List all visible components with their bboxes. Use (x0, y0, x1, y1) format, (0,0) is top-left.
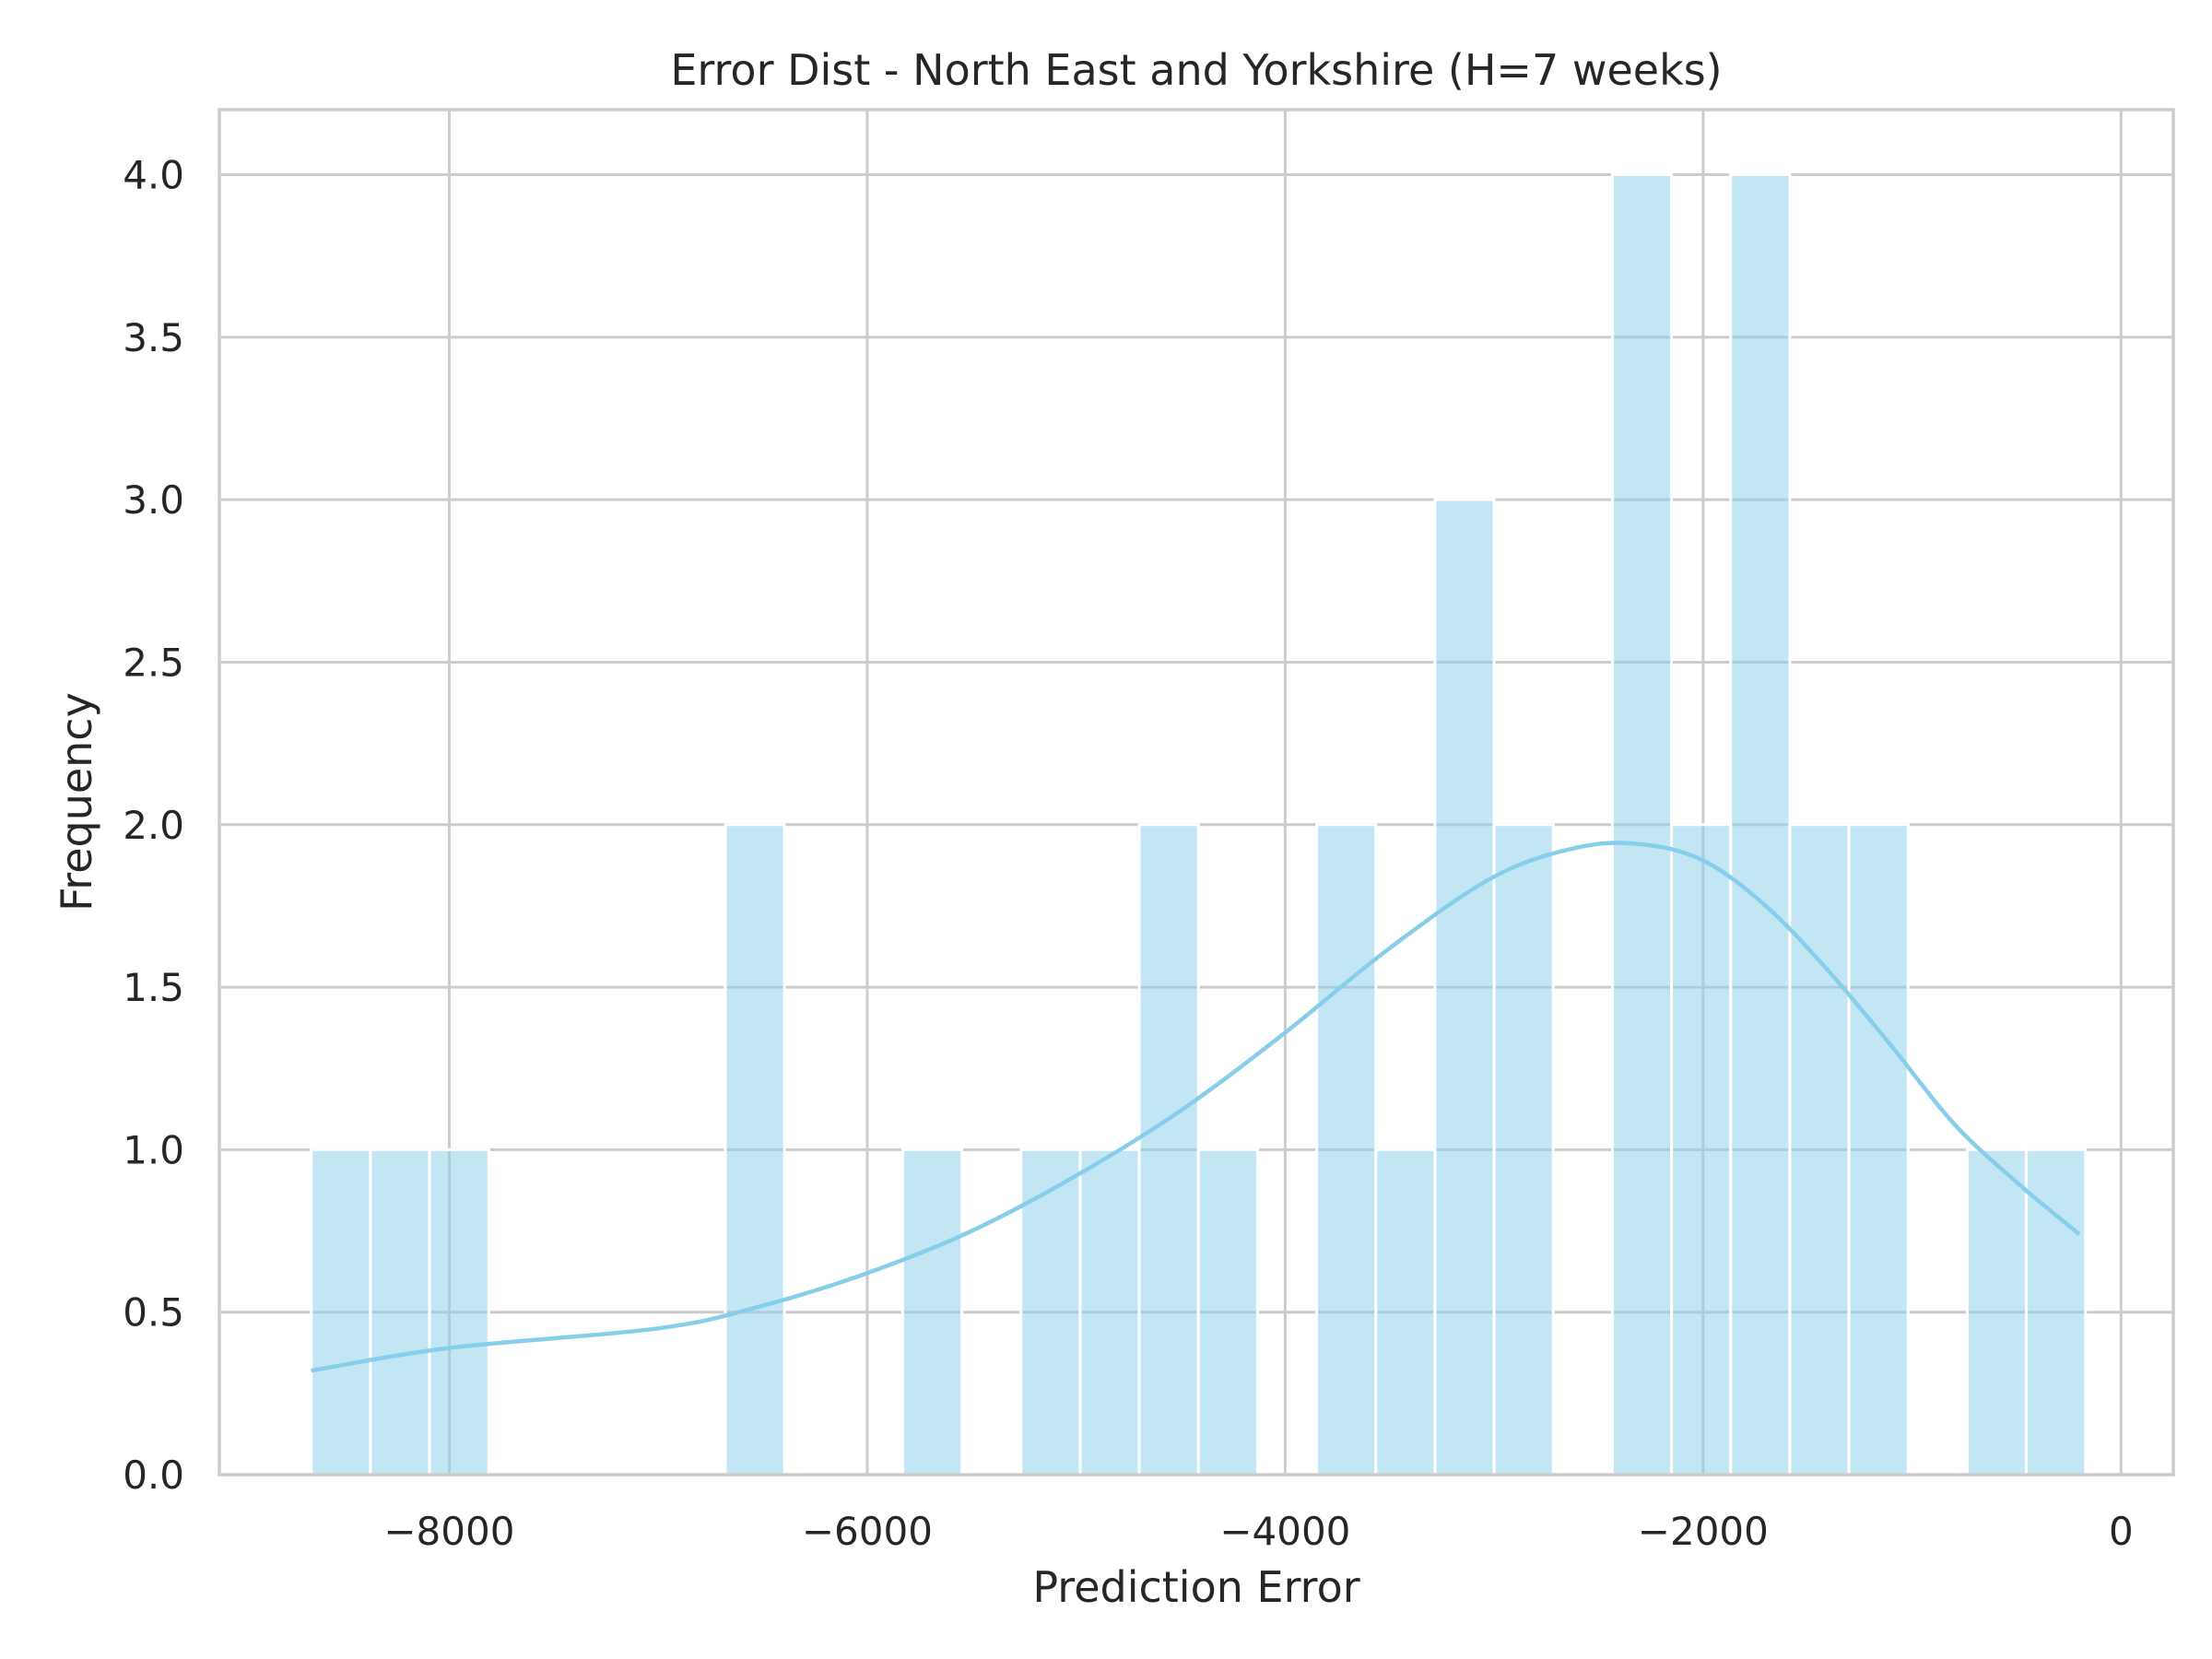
y-tick-label: 2.5 (123, 640, 184, 685)
x-tick-label: −2000 (1638, 1509, 1769, 1554)
histogram-bar (1729, 173, 1792, 1477)
histogram-bar (724, 823, 786, 1477)
y-tick-label: 1.5 (123, 965, 184, 1010)
y-tick-label: 3.0 (123, 477, 184, 523)
histogram-bar (1847, 823, 1910, 1477)
histogram-bar (1137, 823, 1200, 1477)
y-tick-labels: 0.0 0.5 1.0 1.5 2.0 2.5 3.0 3.5 4.0 (123, 153, 184, 1498)
x-tick-labels: −8000 −6000 −4000 −2000 0 (383, 1509, 2133, 1554)
histogram-bar (1196, 1147, 1259, 1477)
y-tick-label: 3.5 (123, 315, 184, 360)
histogram-bar (1610, 173, 1674, 1477)
histogram-bar (1315, 823, 1378, 1477)
x-tick-label: 0 (2109, 1509, 2134, 1554)
plot-frame (218, 108, 2175, 1477)
histogram-bar (1965, 1147, 2029, 1477)
histogram-bar (1492, 823, 1555, 1477)
y-tick-label: 4.0 (123, 153, 184, 198)
histogram-bar (1078, 1147, 1141, 1477)
y-tick-label: 2.0 (123, 803, 184, 848)
histogram-bar (428, 1147, 490, 1477)
x-tick-label: −6000 (802, 1509, 933, 1554)
histogram-bar (1788, 823, 1851, 1477)
histogram-bar (1019, 1147, 1082, 1477)
chart-title: Error Dist - North East and Yorkshire (H… (670, 45, 1722, 95)
x-tick-label: −8000 (383, 1509, 514, 1554)
y-tick-label: 0.5 (123, 1290, 184, 1335)
histogram-bar (369, 1147, 431, 1477)
histogram-bar (310, 1147, 372, 1477)
kde-curve (311, 841, 2081, 1373)
histogram-bar (900, 1147, 964, 1477)
x-tick-label: −4000 (1219, 1509, 1350, 1554)
y-axis-label: Frequency (52, 692, 101, 912)
histogram-bar (1433, 498, 1496, 1477)
x-axis-label: Prediction Error (1032, 1562, 1359, 1612)
histogram-bar (1374, 1147, 1437, 1477)
kde-line (311, 841, 2081, 1373)
y-tick-label: 1.0 (123, 1127, 184, 1172)
histogram-bar (1670, 823, 1733, 1477)
y-tick-label: 0.0 (123, 1453, 184, 1498)
